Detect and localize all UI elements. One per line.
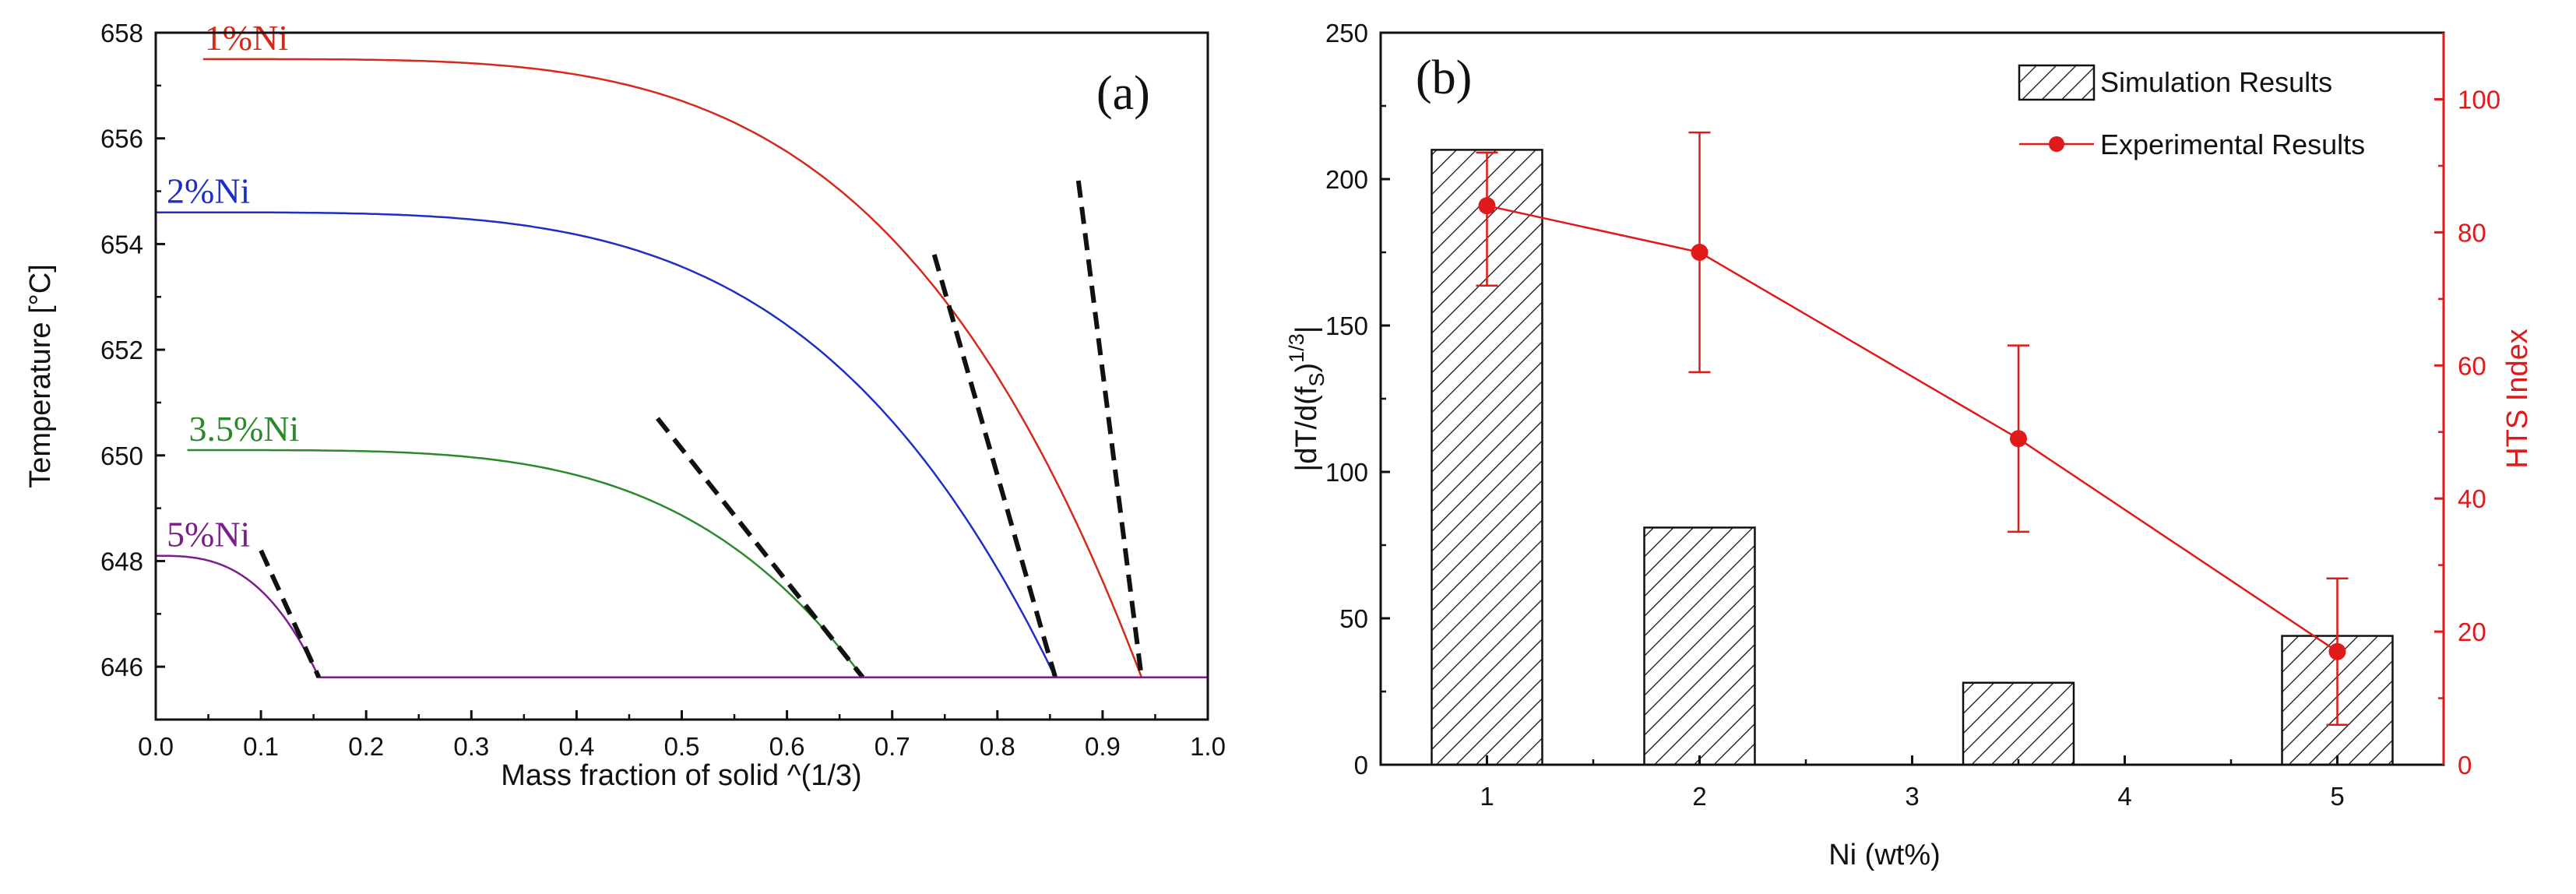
panel-a-x-tick-label: 0.7 [875, 732, 910, 761]
panel-a-plot-frame [154, 31, 1209, 721]
panel-a-x-tick-label: 0.0 [138, 732, 174, 761]
panel-b-legend: Simulation Results Experimental Results [2018, 64, 2365, 160]
curve-label-35Ni: 3.5%Ni [189, 409, 300, 449]
panel-a-y-tick-label: 650 [100, 442, 143, 470]
panel-a-y-tick-label: 646 [100, 653, 143, 681]
bar-ni-2 [1643, 526, 1756, 766]
panel-a-y-tick-label: 648 [100, 547, 143, 575]
panel-a-y-axis-label: Temperature [°C] [24, 264, 57, 488]
panel-b-y2-axis-label: HTS Index [2501, 329, 2534, 469]
panel-a-y-tick-label: 652 [100, 336, 143, 364]
legend-label-experimental: Experimental Results [2100, 128, 2365, 160]
panel-a-x-tick-label: 0.6 [769, 732, 805, 761]
tangent-line-5Ni [259, 549, 322, 678]
panel-b-y2-tick-label: 100 [2458, 85, 2500, 114]
panel-a-x-tick-label: 0.9 [1085, 732, 1121, 761]
panel-b-x-tick-label: 1 [1480, 782, 1494, 811]
panel-b-x-tick-label: 4 [2117, 782, 2131, 811]
tangent-line-1Ni [1075, 180, 1144, 678]
panel-b-x-tick-label: 2 [1692, 782, 1706, 811]
panel-b-x-axis-label: Ni (wt%) [1828, 839, 1941, 871]
curve-label-2Ni: 2%Ni [167, 171, 250, 211]
panel-b-x-tick-label: 3 [1905, 782, 1919, 811]
panel-b-y2-tick-label: 80 [2458, 218, 2486, 247]
experimental-point-ni-3.5 [2010, 430, 2027, 448]
panel-a-x-tick-label: 0.2 [348, 732, 384, 761]
panel-a: 0.0 0.1 0.2 0.3 0.4 0.5 0.6 0.7 0.8 0.9 1.0 646 648 6… [24, 18, 1226, 792]
panel-a-x-tick-label: 0.8 [980, 732, 1015, 761]
curve-5Ni [156, 554, 1208, 678]
experimental-point-ni-2 [1691, 244, 1709, 261]
panel-a-x-tick-label: 1.0 [1190, 732, 1226, 761]
curve-1Ni [202, 58, 1208, 678]
panel-b-y-tick-label: 100 [1325, 458, 1368, 487]
panel-b-y2-tick-label: 40 [2458, 484, 2486, 513]
panel-b-y2-tick-label: 60 [2458, 351, 2486, 380]
curve-35Ni [187, 449, 1208, 678]
panel-a-x-tick-label: 0.1 [243, 732, 279, 761]
panel-b-y-tick-label: 0 [1354, 751, 1368, 780]
panel-a-y-tick-label: 658 [100, 19, 143, 48]
legend-label-simulation: Simulation Results [2100, 66, 2332, 98]
curve-label-5Ni: 5%Ni [167, 515, 250, 554]
experimental-point-ni-5 [2328, 642, 2346, 660]
panel-b-y-tick-label: 50 [1339, 604, 1368, 633]
tangent-line-2Ni [931, 254, 1057, 678]
experimental-results-line [1487, 204, 2338, 653]
panel-a-label: (a) [1096, 67, 1150, 120]
tangent-line-35Ni [656, 417, 865, 679]
panel-b-y2-tick-label: 0 [2458, 751, 2472, 780]
legend-swatch-experimental-marker [2049, 136, 2064, 152]
panel-b-label: (b) [1416, 51, 1472, 104]
panel-b-y-tick-label: 150 [1325, 311, 1368, 340]
panel-a-x-tick-label: 0.4 [558, 732, 594, 761]
panel-b-x-tick-label: 5 [2330, 782, 2344, 811]
panel-a-x-tick-label: 0.3 [453, 732, 489, 761]
curve-label-1Ni: 1%Ni [205, 18, 288, 58]
panel-a-y-tick-label: 656 [100, 125, 143, 153]
panel-b-y-tick-label: 250 [1325, 19, 1368, 48]
legend-swatch-simulation [2018, 64, 2096, 101]
panel-a-x-axis-label: Mass fraction of solid ^(1/3) [501, 759, 861, 792]
panel-b-y2-tick-label: 20 [2458, 618, 2486, 646]
bar-ni-3.5 [1962, 681, 2075, 766]
panel-b-y-axis-label: |dT/d(fS)1/3| [1285, 326, 1328, 471]
curve-2Ni [156, 211, 1208, 678]
panel-b-y-tick-label: 200 [1325, 165, 1368, 194]
panel-a-x-tick-label: 0.5 [664, 732, 700, 761]
experimental-point-ni-1 [1478, 197, 1496, 215]
panel-a-y-tick-label: 654 [100, 230, 143, 259]
